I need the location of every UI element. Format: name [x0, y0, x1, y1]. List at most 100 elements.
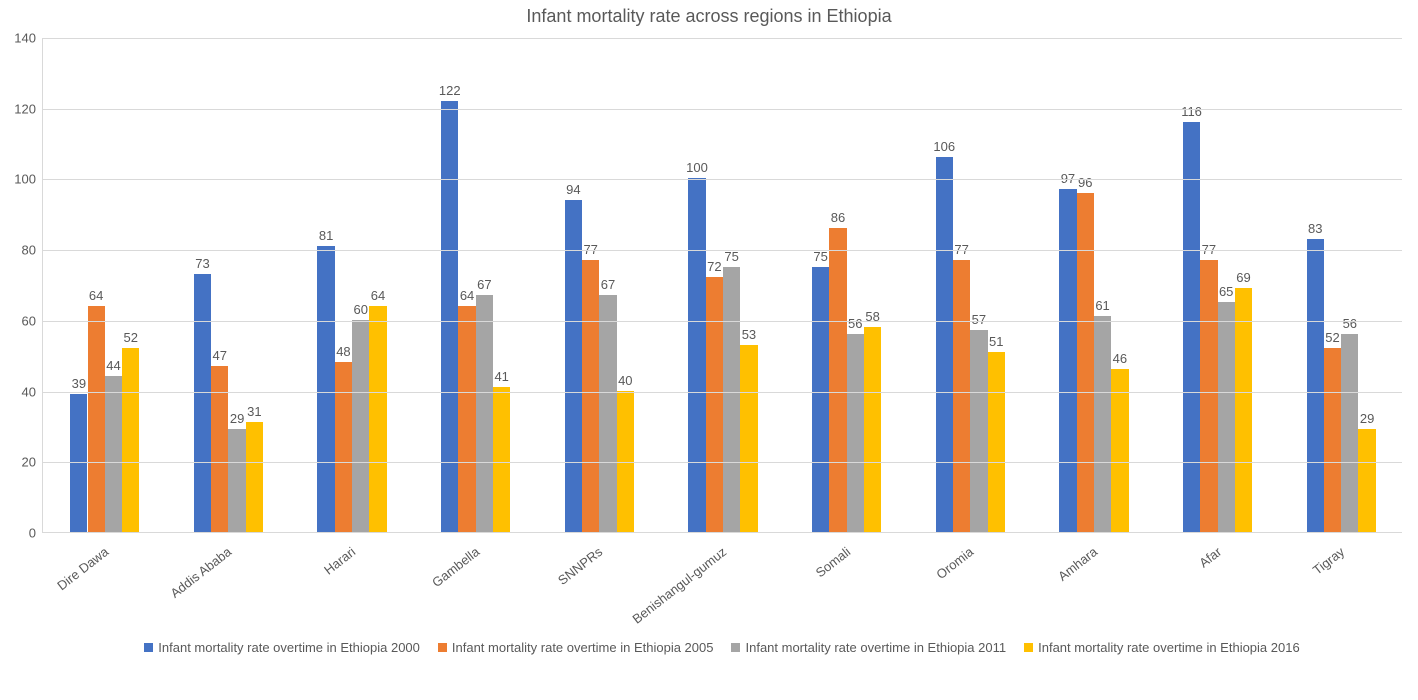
bar: 106 — [936, 157, 953, 532]
x-tick-label: SNNPRs — [555, 544, 605, 588]
legend-item: Infant mortality rate overtime in Ethiop… — [144, 640, 420, 655]
x-tick-label: Oromia — [934, 544, 977, 582]
legend-swatch — [1024, 643, 1033, 652]
bar: 52 — [1324, 348, 1341, 532]
bar-value-label: 52 — [111, 330, 151, 345]
gridline — [43, 179, 1402, 180]
legend-label: Infant mortality rate overtime in Ethiop… — [1038, 640, 1300, 655]
bar: 56 — [847, 334, 864, 532]
y-tick-label: 120 — [0, 101, 36, 116]
bar: 44 — [105, 376, 122, 532]
bar: 61 — [1094, 316, 1111, 532]
bar: 46 — [1111, 369, 1128, 532]
bar: 65 — [1218, 302, 1235, 532]
x-tick-label: Somali — [812, 544, 853, 580]
bar: 100 — [688, 178, 705, 532]
gridline — [43, 38, 1402, 39]
bar: 77 — [582, 260, 599, 532]
chart-container: Infant mortality rate across regions in … — [0, 0, 1418, 700]
bars-layer: 3964445273472931814860641226467419477674… — [43, 38, 1402, 532]
bar-value-label: 31 — [234, 404, 274, 419]
gridline — [43, 250, 1402, 251]
bar: 77 — [1200, 260, 1217, 532]
bar-value-label: 67 — [588, 277, 628, 292]
bar: 64 — [88, 306, 105, 532]
bar-value-label: 53 — [729, 327, 769, 342]
legend-label: Infant mortality rate overtime in Ethiop… — [158, 640, 420, 655]
legend-label: Infant mortality rate overtime in Ethiop… — [452, 640, 714, 655]
y-tick-label: 40 — [0, 384, 36, 399]
x-axis-labels: Dire Dawa Addis Ababa Harari Gambella SNNPRs… — [42, 538, 1402, 628]
legend-item: Infant mortality rate overtime in Ethiop… — [438, 640, 714, 655]
legend-label: Infant mortality rate overtime in Ethiop… — [745, 640, 1006, 655]
legend-swatch — [144, 643, 153, 652]
x-tick-label: Amhara — [1055, 544, 1100, 584]
bar: 86 — [829, 228, 846, 532]
bar-value-label: 96 — [1065, 175, 1105, 190]
legend-item: Infant mortality rate overtime in Ethiop… — [1024, 640, 1300, 655]
bar: 64 — [458, 306, 475, 532]
bar-value-label: 86 — [818, 210, 858, 225]
bar-value-label: 73 — [182, 256, 222, 271]
bar: 48 — [335, 362, 352, 532]
chart-title: Infant mortality rate across regions in … — [0, 6, 1418, 27]
x-tick-label: Tigray — [1310, 544, 1347, 578]
bar: 41 — [493, 387, 510, 532]
bar-value-label: 83 — [1295, 221, 1335, 236]
bar: 97 — [1059, 189, 1076, 532]
y-tick-label: 80 — [0, 243, 36, 258]
bar: 83 — [1307, 239, 1324, 532]
x-tick-label: Addis Ababa — [168, 544, 235, 601]
legend-swatch — [438, 643, 447, 652]
y-tick-label: 140 — [0, 31, 36, 46]
y-tick-label: 20 — [0, 455, 36, 470]
y-tick-label: 60 — [0, 313, 36, 328]
y-tick-label: 100 — [0, 172, 36, 187]
bar: 69 — [1235, 288, 1252, 532]
bar: 53 — [740, 345, 757, 532]
bar-value-label: 46 — [1100, 351, 1140, 366]
bar-value-label: 64 — [76, 288, 116, 303]
bar-value-label: 67 — [464, 277, 504, 292]
bar: 57 — [970, 330, 987, 532]
legend-item: Infant mortality rate overtime in Ethiop… — [731, 640, 1006, 655]
bar: 75 — [812, 267, 829, 532]
gridline — [43, 321, 1402, 322]
bar-value-label: 29 — [1347, 411, 1387, 426]
gridline — [43, 392, 1402, 393]
bar-value-label: 41 — [482, 369, 522, 384]
bar: 75 — [723, 267, 740, 532]
x-tick-label: Gambella — [429, 544, 482, 590]
bar: 29 — [1358, 429, 1375, 532]
bar-value-label: 40 — [605, 373, 645, 388]
gridline — [43, 109, 1402, 110]
bar: 67 — [476, 295, 493, 532]
x-tick-label: Harari — [321, 544, 358, 578]
bar: 73 — [194, 274, 211, 532]
bar: 51 — [988, 352, 1005, 532]
bar: 122 — [441, 101, 458, 532]
bar: 77 — [953, 260, 970, 532]
bar: 67 — [599, 295, 616, 532]
bar-value-label: 116 — [1172, 104, 1212, 119]
bar: 56 — [1341, 334, 1358, 532]
y-tick-label: 0 — [0, 526, 36, 541]
bar: 52 — [122, 348, 139, 532]
bar: 96 — [1077, 193, 1094, 532]
bar-value-label: 56 — [1330, 316, 1370, 331]
x-tick-label: Dire Dawa — [54, 544, 111, 593]
bar-value-label: 100 — [677, 160, 717, 175]
bar-value-label: 81 — [306, 228, 346, 243]
bar: 72 — [706, 277, 723, 532]
gridline — [43, 462, 1402, 463]
plot-area: 3964445273472931814860641226467419477674… — [42, 38, 1402, 533]
bar-value-label: 122 — [430, 83, 470, 98]
bar-value-label: 47 — [200, 348, 240, 363]
bar: 116 — [1183, 122, 1200, 532]
x-tick-label: Afar — [1196, 544, 1224, 570]
x-tick-label: Benishangul-gumuz — [629, 544, 729, 627]
bar: 60 — [352, 320, 369, 532]
bar: 64 — [369, 306, 386, 532]
bar: 31 — [246, 422, 263, 532]
bar-value-label: 94 — [553, 182, 593, 197]
